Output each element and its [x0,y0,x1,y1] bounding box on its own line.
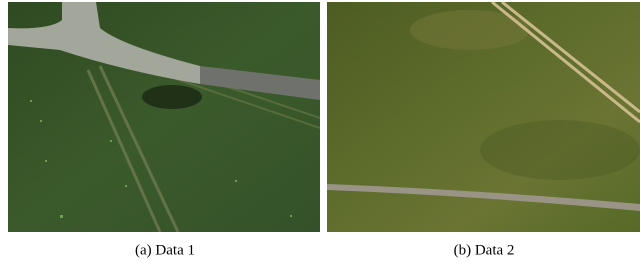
caption: (a) Data 1 [135,242,195,258]
image-a [8,2,320,232]
page: (a) Data 1 (b) Data 2 (() => { const dat… [0,0,641,264]
figure: (a) Data 1 (b) Data 2 [0,0,641,264]
caption: (b) Data 2 [454,242,515,258]
image-b [327,2,640,232]
